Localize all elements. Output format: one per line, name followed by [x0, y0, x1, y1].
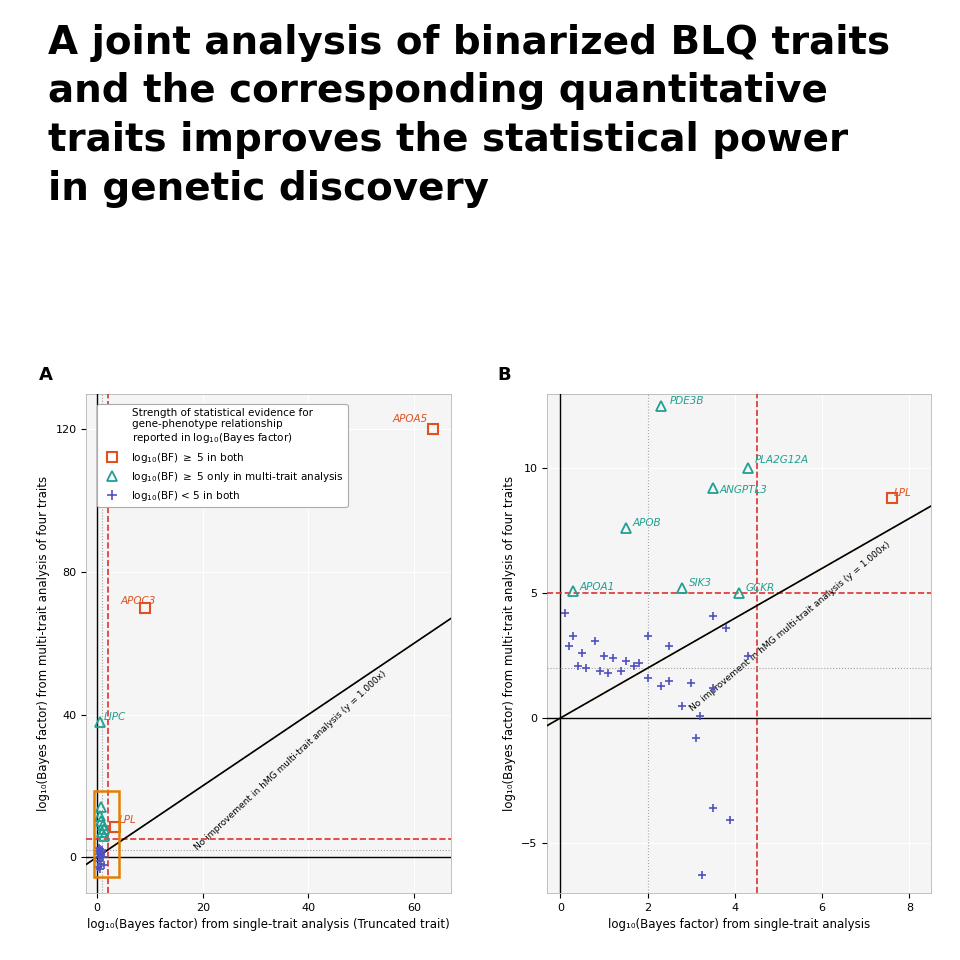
Y-axis label: log₁₀(Bayes factor) from multi-trait analysis of four traits: log₁₀(Bayes factor) from multi-trait ana…	[502, 475, 516, 811]
Text: APOA5: APOA5	[393, 414, 428, 424]
Text: LIPC: LIPC	[104, 712, 126, 722]
Y-axis label: log₁₀(Bayes factor) from multi-trait analysis of four traits: log₁₀(Bayes factor) from multi-trait ana…	[37, 475, 50, 811]
Legend: log$_{10}$(BF) $\geq$ 5 in both, log$_{10}$(BF) $\geq$ 5 only in multi-trait ana: log$_{10}$(BF) $\geq$ 5 in both, log$_{1…	[97, 403, 348, 507]
Text: SIK3: SIK3	[689, 578, 712, 588]
Text: PLA2G12A: PLA2G12A	[755, 455, 808, 466]
Text: APOC3: APOC3	[121, 596, 156, 606]
Text: ANGPTL3: ANGPTL3	[720, 486, 767, 495]
Text: LPL: LPL	[119, 815, 137, 826]
Text: A: A	[39, 366, 53, 384]
Text: PDE3B: PDE3B	[669, 396, 704, 405]
X-axis label: log₁₀(Bayes factor) from single-trait analysis (Truncated trait): log₁₀(Bayes factor) from single-trait an…	[87, 918, 450, 931]
Text: A joint analysis of binarized BLQ traits
and the corresponding quantitative
trai: A joint analysis of binarized BLQ traits…	[48, 24, 890, 207]
Bar	[94, 791, 119, 876]
Text: No improvement in hMG multi-trait analysis (y = 1.000x): No improvement in hMG multi-trait analys…	[688, 540, 892, 713]
X-axis label: log₁₀(Bayes factor) from single-trait analysis: log₁₀(Bayes factor) from single-trait an…	[608, 918, 871, 931]
Text: APOA1: APOA1	[580, 582, 615, 591]
Text: GCKR: GCKR	[746, 583, 775, 592]
Text: No improvement in hMG multi-trait analysis (y = 1.000x): No improvement in hMG multi-trait analys…	[193, 669, 388, 852]
Text: B: B	[497, 366, 511, 384]
Text: LPL: LPL	[894, 488, 912, 498]
Text: APOB: APOB	[633, 517, 660, 528]
